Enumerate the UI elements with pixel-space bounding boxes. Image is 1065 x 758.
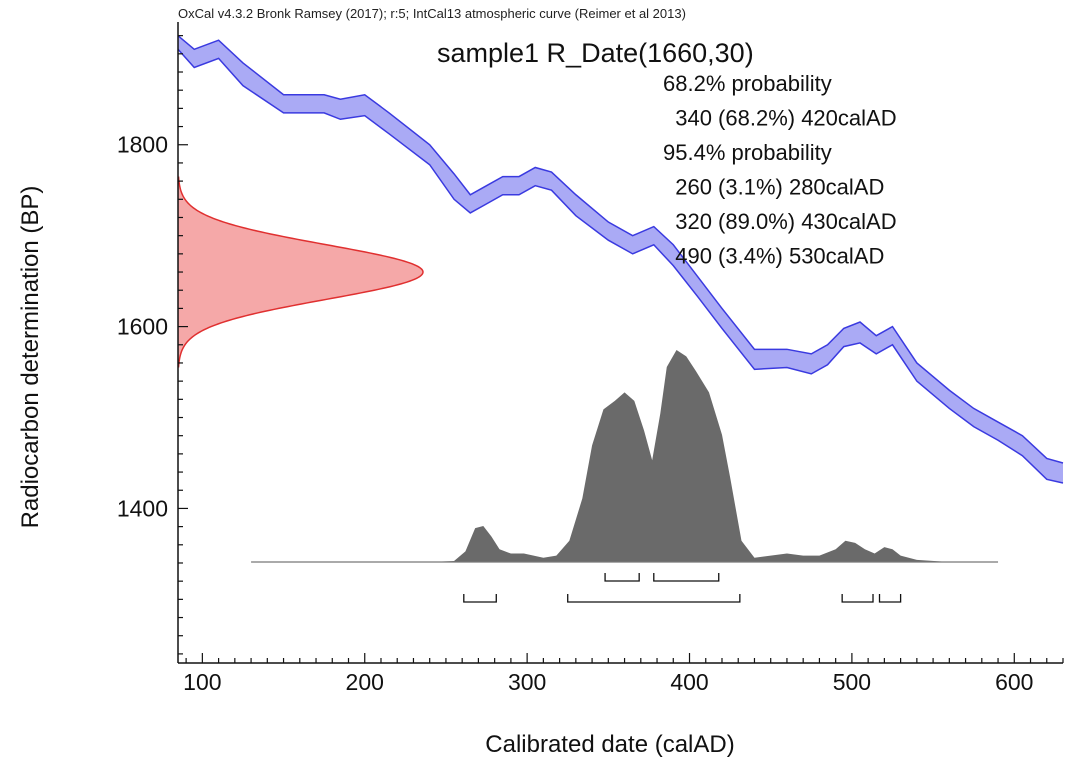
calibration-curve-upper-line (177, 35, 1064, 464)
radiocarbon-date-area (178, 176, 423, 368)
probability-text-layer: 68.2% probability 340 (68.2%) 420calAD 95… (663, 71, 897, 269)
chart-title: sample1 R_Date(1660,30) (437, 38, 754, 68)
y-axis-title: Radiocarbon determination (BP) (17, 186, 44, 529)
probability-line-6: 490 (3.4%) 530calAD (663, 244, 884, 269)
x-tick-label: 100 (183, 669, 221, 695)
x-tick-label: 200 (346, 669, 384, 695)
radiocarbon-date-outline (177, 176, 424, 368)
range-bracket-6 (878, 594, 902, 603)
y-tick-label: 1600 (117, 314, 168, 340)
probability-line-2: 340 (68.2%) 420calAD (663, 106, 897, 131)
range-brackets-layer (463, 573, 902, 603)
radiocarbon-date-layer (177, 176, 424, 368)
range-bracket-2 (653, 573, 720, 582)
y-tick-label: 1800 (117, 132, 168, 158)
posterior-distribution-layer (251, 350, 999, 563)
probability-line-5: 320 (89.0%) 430calAD (663, 209, 897, 234)
posterior-distribution-area (251, 350, 999, 562)
range-bracket-5 (841, 594, 874, 603)
x-tick-label: 600 (995, 669, 1033, 695)
range-bracket-3 (463, 594, 497, 603)
axes-layer: 100 200 300 400 500 600 1400 1600 1800 (117, 22, 1064, 695)
calibration-curve-layer (177, 35, 1064, 484)
x-tick-label: 400 (670, 669, 708, 695)
range-bracket-4 (567, 594, 741, 603)
y-tick-label: 1400 (117, 495, 168, 521)
x-tick-label: 300 (508, 669, 546, 695)
calibration-curve-lower-line (177, 48, 1064, 484)
range-bracket-1 (604, 573, 640, 582)
probability-line-1: 68.2% probability (663, 71, 832, 96)
header-text: OxCal v4.3.2 Bronk Ramsey (2017); r:5; I… (178, 6, 686, 21)
x-axis-title: Calibrated date (calAD) (485, 731, 734, 758)
x-tick-label: 500 (833, 669, 871, 695)
probability-line-4: 260 (3.1%) 280calAD (663, 175, 884, 200)
probability-line-3: 95.4% probability (663, 140, 832, 165)
